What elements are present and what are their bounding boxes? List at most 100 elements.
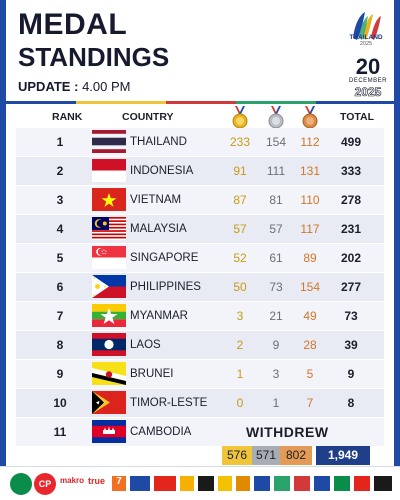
bronze-cell: 154 (299, 280, 321, 294)
color-stripe-blue (6, 101, 76, 104)
gold-cell: 2 (236, 338, 244, 352)
sponsor-logo-5 (130, 476, 150, 491)
country-cell: VIETNAM (130, 194, 182, 206)
table-body: 1 THAILAND 233 154 112 499 2 INDONESIA 9… (16, 128, 384, 446)
bronze-cell: 131 (299, 164, 321, 178)
sponsor-logo-1 (10, 473, 32, 495)
country-cell: MALAYSIA (130, 223, 187, 235)
silver-medal-icon (268, 106, 284, 129)
sponsor-logo-11 (254, 476, 270, 491)
header: MEDAL STANDINGS UPDATE : 4.00 PM THAILAN… (6, 0, 394, 104)
philippines-flag-icon (92, 275, 126, 298)
update-time: 4.00 PM (82, 79, 131, 94)
logo-year: 2025 (359, 41, 373, 47)
sponsor-bar: CP makro true 7 (0, 466, 400, 500)
myanmar-flag-icon (92, 304, 126, 327)
color-stripe-red (166, 101, 236, 104)
title-line-2: STANDINGS (18, 42, 170, 72)
table-row: 7 MYANMAR 3 21 49 73 (16, 302, 384, 330)
sponsor-logo-12 (274, 476, 290, 491)
bronze-cell: 89 (303, 251, 317, 265)
medal-table: RANK COUNTRY TOTAL 1 (16, 104, 384, 447)
right-frame (394, 0, 400, 500)
title-line-1: MEDAL (18, 8, 128, 41)
vietnam-flag-icon (92, 188, 126, 211)
sponsor-logo-10 (236, 476, 250, 491)
rank-cell: 11 (53, 425, 67, 439)
sponsor-logo-cp: CP (34, 473, 56, 495)
country-cell: SINGAPORE (130, 252, 199, 264)
total-header: TOTAL (340, 111, 375, 123)
total-cell: 9 (347, 367, 355, 381)
thailand-flag-icon (92, 130, 126, 153)
silver-cell: 1 (272, 396, 280, 410)
withdrew-status: WITHDREW (246, 424, 329, 440)
table-row: 9 BRUNEI 1 3 5 9 (16, 360, 384, 388)
gold-cell: 52 (233, 251, 247, 265)
table-row: 8 LAOS 2 9 28 39 (16, 331, 384, 359)
grand-total: 1,949 (316, 446, 370, 465)
gold-cell: 87 (233, 193, 247, 207)
brunei-flag-icon (92, 362, 126, 385)
gold-cell: 233 (229, 135, 251, 149)
rank-cell: 3 (56, 193, 64, 207)
country-cell: CAMBODIA (130, 426, 192, 438)
total-gold: 576 (222, 446, 252, 465)
total-bronze: 802 (280, 446, 312, 465)
gold-cell: 91 (233, 164, 247, 178)
total-cell: 231 (340, 222, 362, 236)
rank-cell: 5 (56, 251, 64, 265)
country-cell: BRUNEI (130, 368, 174, 380)
table-row: 2 INDONESIA 91 111 131 333 (16, 157, 384, 185)
rank-cell: 9 (56, 367, 64, 381)
total-cell: 333 (340, 164, 362, 178)
logo-country: THAILAND (349, 34, 383, 41)
cambodia-flag-icon (92, 420, 126, 443)
silver-cell: 21 (269, 309, 283, 323)
bronze-cell: 5 (306, 367, 314, 381)
silver-cell: 81 (269, 193, 283, 207)
table-row: 6 PHILIPPINES 50 73 154 277 (16, 273, 384, 301)
bronze-cell: 7 (306, 396, 314, 410)
gold-medal-icon (232, 106, 248, 129)
total-cell: 73 (344, 309, 358, 323)
update-text: UPDATE : 4.00 PM (18, 79, 130, 94)
date-day: 20 (355, 54, 381, 79)
singapore-flag-icon (92, 246, 126, 269)
country-cell: LAOS (130, 339, 161, 351)
total-cell: 499 (340, 135, 362, 149)
color-stripe-yellow (76, 101, 166, 104)
silver-cell: 61 (269, 251, 283, 265)
country-header: COUNTRY (122, 111, 174, 123)
update-label: UPDATE : (18, 79, 79, 94)
total-cell: 278 (340, 193, 362, 207)
country-cell: PHILIPPINES (130, 281, 201, 293)
table-row: 1 THAILAND 233 154 112 499 (16, 128, 384, 156)
malaysia-flag-icon (92, 217, 126, 240)
sponsor-logo-true: true (88, 476, 106, 486)
silver-cell: 3 (272, 367, 280, 381)
bronze-cell: 117 (300, 222, 320, 236)
total-cell: 39 (344, 338, 358, 352)
table-row: 3 VIETNAM 87 81 110 278 (16, 186, 384, 214)
total-silver: 571 (252, 446, 280, 465)
silver-cell: 111 (266, 164, 286, 178)
timor-leste-flag-icon (92, 391, 126, 414)
silver-cell: 9 (272, 338, 280, 352)
country-cell: INDONESIA (130, 165, 194, 177)
indonesia-flag-icon (92, 159, 126, 182)
totals-row: 576 571 802 1,949 (0, 446, 400, 465)
table-row: 10 TIMOR-LESTE 0 1 7 8 (16, 389, 384, 417)
rank-cell: 7 (56, 309, 64, 323)
laos-flag-icon (92, 333, 126, 356)
gold-cell: 57 (233, 222, 247, 236)
silver-cell: 73 (269, 280, 283, 294)
bronze-medal-icon (302, 106, 318, 129)
color-stripe-green (236, 101, 316, 104)
color-stripe-blue-2 (316, 101, 394, 104)
sponsor-logo-9 (218, 476, 232, 491)
rank-cell: 2 (56, 164, 64, 178)
bronze-cell: 28 (303, 338, 317, 352)
rank-header: RANK (52, 111, 83, 123)
table-row: 5 SINGAPORE 52 61 89 202 (16, 244, 384, 272)
